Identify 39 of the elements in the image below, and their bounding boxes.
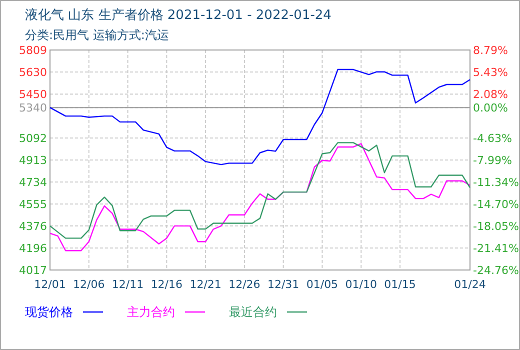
x-tick-label: 01/10 xyxy=(345,278,377,291)
x-tick-label: 12/31 xyxy=(267,278,300,291)
x-tick-label: 12/21 xyxy=(190,278,222,291)
y2-tick-label: -21.41% xyxy=(473,242,519,256)
line-series xyxy=(49,68,471,166)
y-tick-label: 4555 xyxy=(19,198,47,211)
x-tick-label: 01/05 xyxy=(306,278,338,291)
y2-tick-label: -24.76% xyxy=(473,264,519,277)
y2-tick-label: -4.63% xyxy=(473,132,512,145)
y2-tick-label: -7.99% xyxy=(473,154,512,168)
legend-label: 现货价格 xyxy=(25,305,73,319)
x-tick-label: 12/01 xyxy=(34,278,66,291)
y-tick-label: 5450 xyxy=(19,88,47,102)
y-tick-label: 4196 xyxy=(19,242,47,256)
legend-label: 最近合约 xyxy=(229,305,277,319)
y2-tick-label: -18.05% xyxy=(473,220,519,233)
chart-subtitle: 分类:民用气 运输方式:汽运 xyxy=(25,28,169,42)
y2-tick-label: 8.79% xyxy=(473,44,508,57)
x-tick-label: 01/24 xyxy=(454,278,486,291)
y-tick-label: 4376 xyxy=(19,220,47,233)
x-tick-label: 01/15 xyxy=(384,278,416,291)
x-tick-label: 12/06 xyxy=(73,278,105,291)
y2-tick-label: 5.43% xyxy=(473,66,508,80)
chart-title: 液化气 山东 生产者价格 2021-12-01 - 2022-01-24 xyxy=(25,8,332,23)
x-tick-label: 12/26 xyxy=(228,278,260,291)
legend-label: 主力合约 xyxy=(127,305,175,319)
y-tick-label: 5809 xyxy=(19,44,47,57)
y2-tick-label: -11.34% xyxy=(473,176,519,189)
y-tick-label: 4913 xyxy=(19,154,47,167)
y-tick-label: 4734 xyxy=(19,176,47,189)
y-tick-label: 4017 xyxy=(19,264,47,277)
x-tick-label: 12/11 xyxy=(112,278,144,291)
y-tick-label: 5340 xyxy=(19,102,47,115)
y2-tick-label: 2.08% xyxy=(473,88,508,101)
x-tick-label: 12/16 xyxy=(150,278,183,291)
y2-tick-label: 0.00% xyxy=(473,102,508,115)
y2-tick-label: -14.70% xyxy=(473,198,519,212)
y-tick-label: 5092 xyxy=(19,132,47,146)
y-tick-label: 5630 xyxy=(19,66,47,79)
